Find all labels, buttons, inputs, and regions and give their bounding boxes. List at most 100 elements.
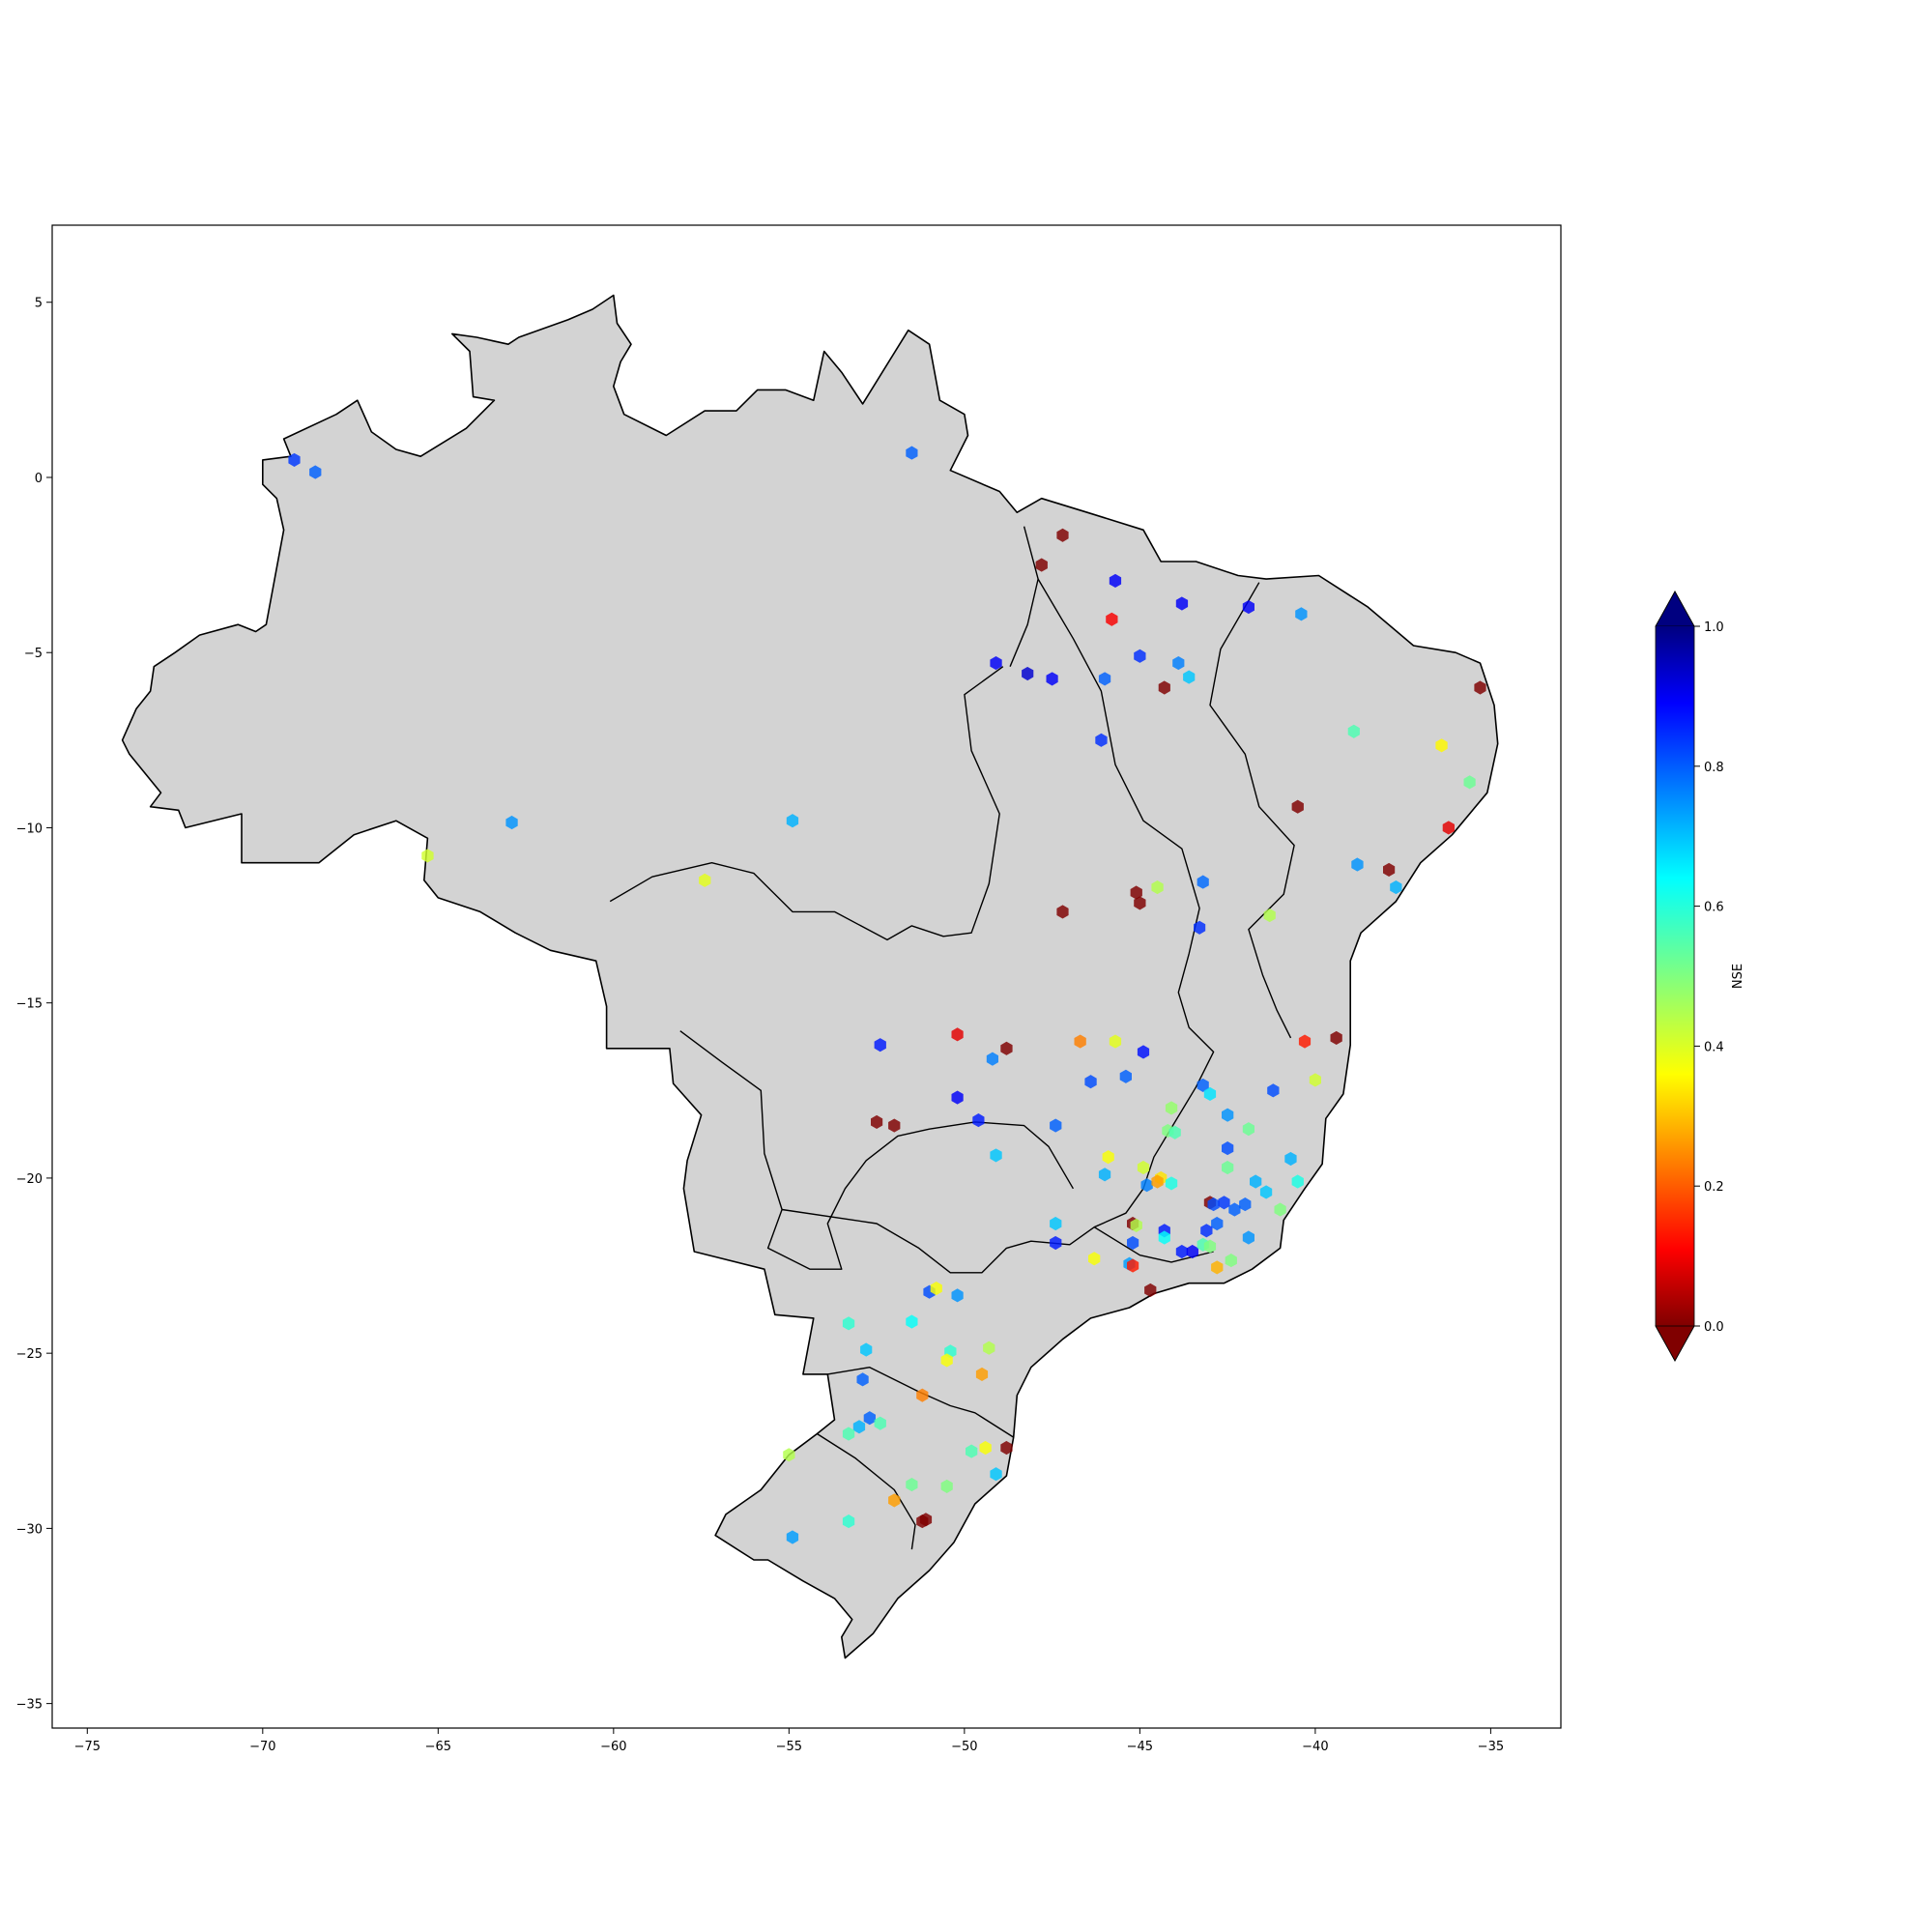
region-boundary: [679, 1030, 1075, 1270]
station-marker: [1225, 1254, 1237, 1268]
station-marker: [309, 465, 322, 479]
region-boundary: [1209, 582, 1295, 1039]
region-boundary: [1009, 526, 1039, 667]
colorbar-tick-label: 0.6: [1704, 901, 1724, 915]
station-marker: [1098, 672, 1111, 686]
colorbar-gradient: [1656, 626, 1694, 1326]
station-marker: [842, 1316, 855, 1331]
y-tick-label: −15: [16, 997, 43, 1012]
station-marker: [1095, 733, 1108, 747]
station-marker: [1022, 666, 1034, 681]
y-tick-label: −30: [16, 1522, 43, 1537]
y-tick-label: −5: [24, 647, 43, 661]
station-marker: [783, 1448, 795, 1462]
station-marker: [1207, 1197, 1220, 1212]
station-marker: [1144, 1283, 1157, 1297]
station-marker: [1137, 1160, 1150, 1175]
station-marker: [1383, 862, 1396, 877]
station-marker: [856, 1372, 869, 1387]
station-marker: [906, 1478, 918, 1492]
y-tick-label: −35: [16, 1698, 43, 1713]
station-marker: [852, 1420, 866, 1434]
station-marker: [1351, 857, 1364, 872]
station-marker: [1098, 1168, 1111, 1182]
station-marker: [1197, 1078, 1209, 1092]
region-boundary: [1037, 578, 1215, 1228]
station-marker: [1474, 680, 1486, 695]
station-marker: [1000, 1041, 1013, 1055]
station-marker: [916, 1514, 929, 1529]
colorbar-extend-min: [1655, 1325, 1695, 1362]
station-marker: [1211, 1216, 1224, 1231]
station-marker: [1263, 908, 1276, 923]
station-marker: [1298, 1034, 1312, 1049]
station-marker: [906, 1314, 918, 1329]
y-tick-label: 0: [35, 472, 43, 486]
region-boundary: [609, 666, 1004, 941]
station-marker: [1119, 1069, 1132, 1083]
station-marker: [966, 1444, 978, 1458]
station-marker: [1175, 1244, 1189, 1259]
x-tick-label: −65: [425, 1740, 451, 1754]
region-boundary: [827, 1367, 1015, 1438]
station-marker: [930, 1282, 942, 1296]
station-marker: [1084, 1075, 1097, 1089]
station-marker: [1056, 528, 1069, 542]
station-marker: [1347, 724, 1360, 738]
x-tick-label: −35: [1478, 1740, 1504, 1754]
station-marker: [1442, 821, 1455, 835]
station-marker: [951, 1288, 964, 1303]
station-marker: [1175, 596, 1189, 611]
station-marker: [874, 1038, 886, 1053]
station-marker: [1134, 896, 1146, 910]
station-marker: [1158, 680, 1170, 695]
station-marker: [906, 446, 918, 460]
station-marker: [1088, 1252, 1101, 1266]
station-marker: [288, 452, 301, 467]
station-marker: [874, 1416, 886, 1430]
station-markers: [288, 446, 1486, 1544]
station-marker: [1140, 1178, 1153, 1193]
station-marker: [1194, 920, 1206, 935]
station-marker: [990, 1148, 1002, 1163]
station-marker: [940, 1353, 953, 1368]
station-marker: [1046, 672, 1058, 686]
station-marker: [1390, 880, 1402, 895]
x-tick-label: −60: [600, 1740, 626, 1754]
station-marker: [1242, 1122, 1254, 1137]
station-marker: [986, 1052, 998, 1066]
station-marker: [786, 814, 799, 828]
station-marker: [1284, 1151, 1297, 1167]
station-marker: [1239, 1197, 1252, 1212]
station-marker: [990, 656, 1002, 671]
station-marker: [871, 1114, 883, 1129]
station-marker: [951, 1090, 964, 1105]
station-marker: [1151, 1174, 1164, 1189]
station-marker: [1203, 1086, 1217, 1101]
station-marker: [1183, 670, 1196, 684]
x-tick-label: −75: [74, 1740, 101, 1754]
colorbar-ticks: 0.0 0.2 0.4 0.6 0.8 1.0: [1694, 620, 1724, 1335]
station-marker: [1291, 1174, 1304, 1189]
station-marker: [1222, 1108, 1234, 1122]
map-area: [121, 294, 1499, 1659]
station-marker: [990, 1467, 1002, 1482]
station-marker: [699, 873, 711, 887]
station-marker: [1222, 1141, 1234, 1156]
station-marker: [1151, 880, 1164, 895]
station-marker: [1242, 1230, 1254, 1245]
station-marker: [842, 1427, 855, 1441]
station-marker: [1127, 1235, 1139, 1251]
x-tick-label: −70: [249, 1740, 275, 1754]
station-marker: [888, 1118, 901, 1133]
station-marker: [842, 1514, 855, 1529]
station-marker: [1158, 1230, 1170, 1245]
colorbar-tick-label: 0.0: [1704, 1320, 1724, 1335]
station-marker: [1250, 1174, 1262, 1189]
station-marker: [1102, 1150, 1114, 1165]
y-tick-label: 5: [35, 297, 43, 311]
station-marker: [786, 1530, 799, 1544]
colorbar-tick-label: 0.4: [1704, 1040, 1724, 1054]
region-boundary: [817, 1432, 916, 1550]
